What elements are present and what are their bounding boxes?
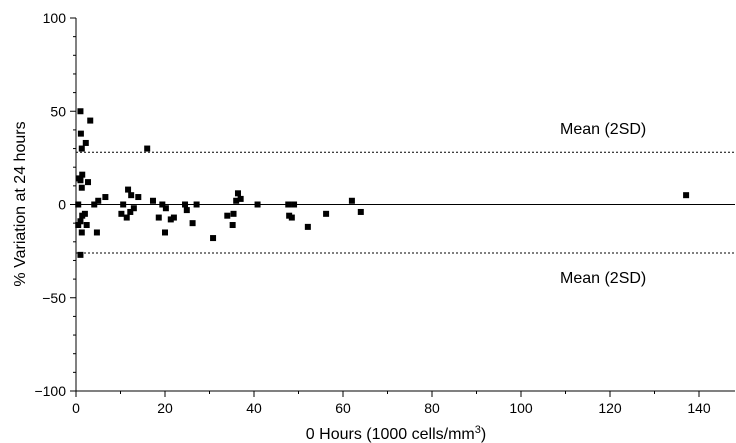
- data-point: [288, 214, 295, 221]
- data-point: [85, 179, 92, 186]
- data-point: [127, 208, 134, 215]
- data-point: [123, 214, 130, 221]
- y-tick-label: 100: [43, 10, 67, 26]
- data-point: [77, 108, 84, 115]
- data-point: [182, 201, 189, 208]
- data-point: [189, 220, 196, 227]
- data-point: [144, 145, 151, 152]
- data-point: [77, 251, 84, 258]
- lower-limit-label: Mean (2SD): [560, 270, 646, 287]
- data-point: [357, 208, 364, 215]
- data-point: [91, 201, 98, 208]
- data-point: [79, 171, 86, 178]
- data-point: [149, 197, 156, 204]
- data-point: [128, 192, 135, 199]
- x-tick-label: 100: [509, 400, 533, 416]
- data-point: [348, 197, 355, 204]
- data-point: [77, 130, 84, 137]
- data-point: [683, 192, 690, 199]
- data-point: [229, 222, 236, 229]
- data-point: [224, 212, 231, 219]
- data-point: [304, 223, 311, 230]
- data-point: [79, 212, 86, 219]
- x-tick-label: 0: [72, 400, 80, 416]
- data-point: [78, 145, 85, 152]
- data-point: [87, 117, 94, 124]
- data-point: [135, 194, 142, 201]
- data-point: [170, 214, 177, 221]
- data-point: [210, 235, 217, 242]
- data-point: [78, 229, 85, 236]
- data-point: [183, 207, 190, 214]
- data-point: [78, 184, 85, 191]
- data-point: [291, 201, 298, 208]
- data-point: [234, 190, 241, 197]
- data-point: [159, 201, 166, 208]
- data-point: [125, 186, 132, 193]
- data-point: [75, 222, 82, 229]
- data-point: [254, 201, 261, 208]
- data-point: [93, 229, 100, 236]
- data-point: [83, 222, 90, 229]
- y-tick-label: −100: [34, 383, 66, 399]
- y-tick-label: −50: [42, 290, 66, 306]
- x-tick-label: 120: [598, 400, 622, 416]
- upper-limit-label: Mean (2SD): [560, 121, 646, 138]
- data-point: [130, 205, 137, 212]
- data-point: [237, 195, 244, 202]
- data-point: [77, 218, 84, 225]
- x-tick-label: 60: [335, 400, 351, 416]
- data-point: [162, 229, 168, 236]
- data-point: [323, 210, 330, 217]
- y-tick-label: 0: [58, 197, 66, 213]
- data-point: [77, 177, 84, 184]
- x-tick-label: 40: [246, 400, 262, 416]
- data-point: [102, 194, 109, 201]
- data-point: [155, 214, 162, 221]
- data-point: [118, 210, 125, 217]
- x-tick-label: 20: [157, 400, 173, 416]
- x-axis-title: 0 Hours (1000 cells/mm3): [306, 424, 486, 443]
- x-tick-label: 80: [424, 400, 440, 416]
- x-tick-label: 140: [687, 400, 711, 416]
- data-point: [162, 205, 169, 212]
- data-point: [82, 139, 89, 146]
- data-point: [233, 197, 240, 204]
- data-point: [120, 201, 127, 208]
- plot-area: −100 −50 0 50 100 0 20 40 60 80 100 120 140: [34, 10, 735, 416]
- data-point: [285, 201, 292, 208]
- data-point: [75, 201, 82, 208]
- data-point: [230, 210, 237, 217]
- y-tick-label: 50: [50, 103, 66, 119]
- data-point: [95, 197, 102, 204]
- data-point: [193, 201, 200, 208]
- y-axis-title: % Variation at 24 hours: [12, 121, 29, 286]
- data-point: [167, 216, 174, 223]
